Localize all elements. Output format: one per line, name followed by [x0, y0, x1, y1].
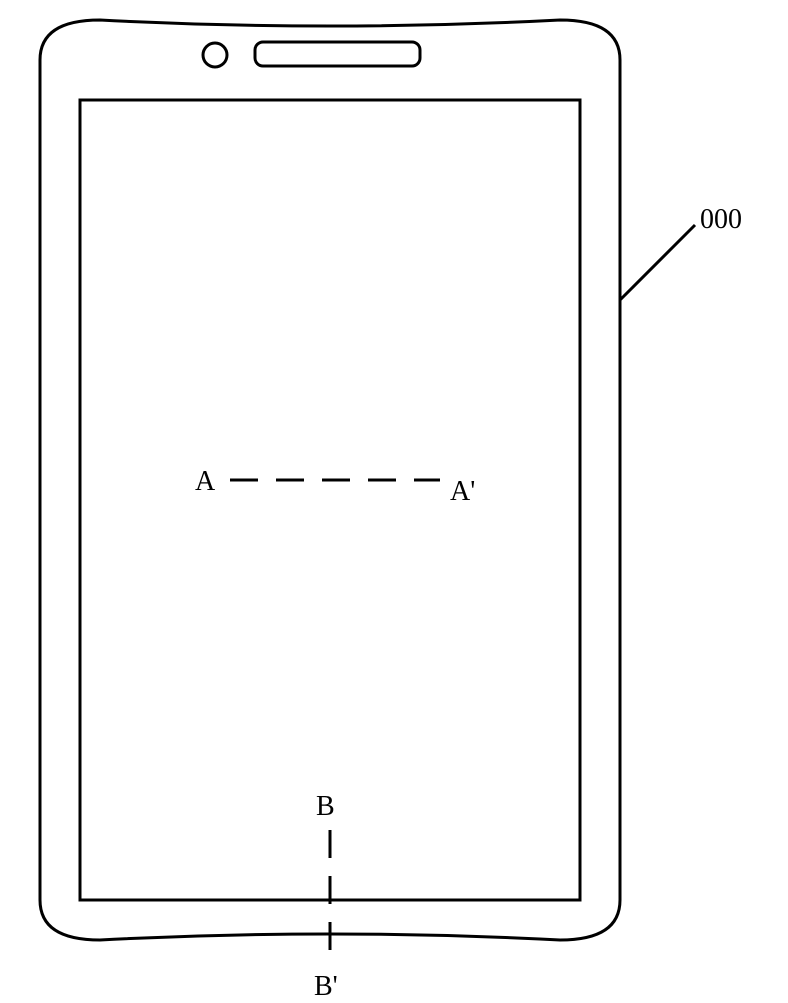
- diagram-canvas: [0, 0, 788, 1000]
- device-screen: [80, 100, 580, 900]
- section-b-start-label: B: [316, 791, 335, 823]
- camera-icon: [203, 43, 227, 67]
- speaker-icon: [255, 42, 420, 66]
- section-b-end-label: B': [314, 971, 338, 1003]
- section-a-end-label: A': [450, 476, 475, 508]
- callout-leader: [620, 225, 695, 300]
- callout-label: 000: [700, 204, 742, 236]
- section-a-start-label: A: [195, 466, 215, 498]
